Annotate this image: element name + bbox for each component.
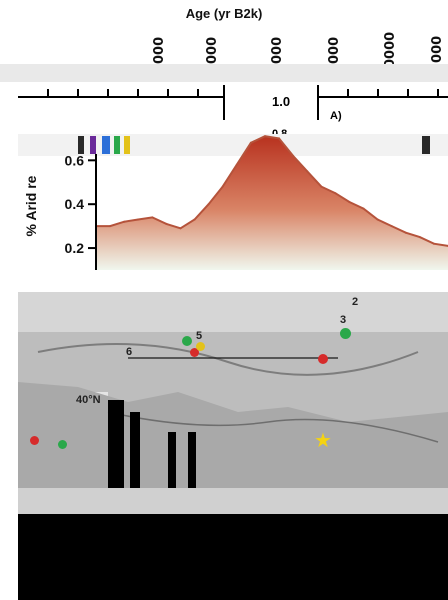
data-point xyxy=(235,163,238,166)
site-marker-green xyxy=(182,336,192,346)
site-number-1: 2 xyxy=(352,296,359,308)
data-point xyxy=(292,154,295,157)
data-point xyxy=(404,231,407,234)
site-marker-red xyxy=(190,348,199,357)
data-point xyxy=(306,170,309,173)
y-tick-label: 0.6 xyxy=(65,152,85,168)
data-point xyxy=(376,218,379,221)
site-map: ★ 40°N 2 3 5 6 xyxy=(18,292,448,514)
data-point xyxy=(348,201,351,203)
data-point xyxy=(320,185,323,188)
site-marker-green-2 xyxy=(340,328,351,339)
site-number-3: 5 xyxy=(196,330,203,342)
data-point xyxy=(207,203,210,206)
site-marker-red-3 xyxy=(30,436,39,445)
area-fill xyxy=(96,136,448,270)
data-point xyxy=(109,225,112,228)
site-marker-green-3 xyxy=(58,440,67,449)
right-tick-1: 1.0 xyxy=(272,94,291,109)
site-marker-yellow xyxy=(196,342,205,351)
data-point xyxy=(249,141,252,144)
data-point xyxy=(334,192,337,195)
series-line xyxy=(96,135,448,247)
legend-strip xyxy=(18,134,448,156)
data-point xyxy=(432,242,435,245)
top-axis-title: Age (yr B2k) xyxy=(185,6,263,21)
site-marker-red-2 xyxy=(318,354,328,364)
data-point xyxy=(264,135,266,138)
top-axis-ruler xyxy=(0,64,448,120)
y-tick-label: 0.4 xyxy=(65,196,85,212)
site-number-2: 3 xyxy=(340,314,347,326)
y-tick-label: 0.2 xyxy=(65,240,85,256)
data-point xyxy=(221,185,224,188)
arid-chart: 0.6 0.4 0.2 % Arid re xyxy=(23,135,448,270)
data-point xyxy=(165,222,168,225)
data-point xyxy=(390,225,393,228)
site-number-4: 6 xyxy=(126,346,133,358)
star-marker-icon: ★ xyxy=(314,430,332,452)
data-point xyxy=(137,218,140,221)
panel-a-label: A) xyxy=(330,110,342,122)
data-point xyxy=(123,220,126,223)
bottom-black-bar xyxy=(18,514,448,600)
data-point xyxy=(362,207,365,210)
data-point xyxy=(418,236,421,239)
data-point xyxy=(278,137,280,140)
map-graphic xyxy=(18,292,448,514)
latitude-label: 40°N xyxy=(76,394,101,406)
data-point xyxy=(179,227,182,230)
y-axis-title: % Arid re xyxy=(23,175,39,236)
data-point xyxy=(151,216,154,219)
data-point xyxy=(193,218,196,221)
